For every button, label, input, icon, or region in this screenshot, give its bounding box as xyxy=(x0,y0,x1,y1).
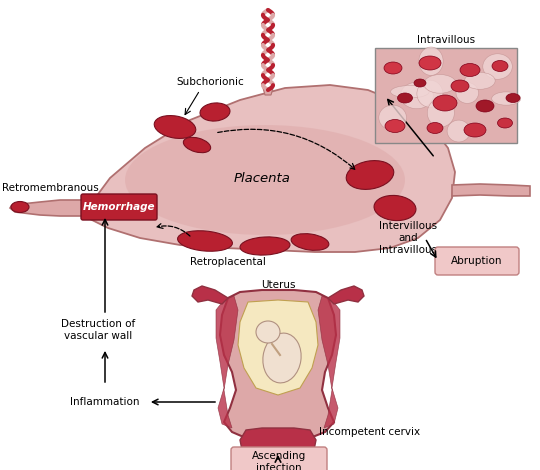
Text: Retromembranous: Retromembranous xyxy=(2,183,98,193)
Ellipse shape xyxy=(427,99,454,127)
Ellipse shape xyxy=(200,103,230,121)
Ellipse shape xyxy=(427,123,443,133)
Ellipse shape xyxy=(291,234,329,251)
Text: Abruption: Abruption xyxy=(451,256,503,266)
Ellipse shape xyxy=(506,94,520,102)
Polygon shape xyxy=(452,184,530,196)
Ellipse shape xyxy=(397,93,413,103)
Text: Subchorionic: Subchorionic xyxy=(176,77,244,87)
Ellipse shape xyxy=(417,80,443,107)
Ellipse shape xyxy=(447,120,470,142)
Ellipse shape xyxy=(414,79,426,87)
Ellipse shape xyxy=(178,231,232,251)
Ellipse shape xyxy=(483,54,512,79)
FancyBboxPatch shape xyxy=(375,48,517,143)
Polygon shape xyxy=(318,296,340,428)
Ellipse shape xyxy=(346,161,394,189)
Ellipse shape xyxy=(11,202,29,212)
Text: Incompetent cervix: Incompetent cervix xyxy=(320,427,421,437)
Ellipse shape xyxy=(390,86,429,98)
Text: Placenta: Placenta xyxy=(234,172,291,185)
Ellipse shape xyxy=(263,333,301,383)
Ellipse shape xyxy=(374,196,416,220)
Polygon shape xyxy=(216,296,238,428)
Polygon shape xyxy=(192,286,228,304)
Ellipse shape xyxy=(456,83,478,103)
Ellipse shape xyxy=(460,63,480,77)
Ellipse shape xyxy=(256,321,280,343)
Ellipse shape xyxy=(400,82,433,109)
Text: Intravillous: Intravillous xyxy=(417,35,475,45)
Ellipse shape xyxy=(424,75,456,93)
Text: Ascending
infection: Ascending infection xyxy=(252,451,306,470)
Polygon shape xyxy=(240,428,316,463)
Ellipse shape xyxy=(476,100,494,112)
Ellipse shape xyxy=(492,61,508,71)
Ellipse shape xyxy=(379,105,407,130)
FancyBboxPatch shape xyxy=(81,194,157,220)
FancyBboxPatch shape xyxy=(435,247,519,275)
Polygon shape xyxy=(10,200,88,216)
Ellipse shape xyxy=(154,116,196,139)
Text: Retroplacental: Retroplacental xyxy=(190,257,266,267)
Text: Uterus: Uterus xyxy=(261,280,295,290)
Ellipse shape xyxy=(384,62,402,74)
Ellipse shape xyxy=(451,80,469,92)
Polygon shape xyxy=(238,300,318,395)
Ellipse shape xyxy=(385,119,405,133)
Ellipse shape xyxy=(240,237,290,255)
Polygon shape xyxy=(220,290,336,440)
Ellipse shape xyxy=(125,125,405,235)
Polygon shape xyxy=(263,88,273,95)
Ellipse shape xyxy=(497,118,512,128)
Polygon shape xyxy=(82,85,455,252)
Text: Intervillous
and
Intravillous: Intervillous and Intravillous xyxy=(379,220,437,255)
Polygon shape xyxy=(328,286,364,304)
Ellipse shape xyxy=(419,47,443,75)
Ellipse shape xyxy=(184,137,211,153)
Text: Hemorrhage: Hemorrhage xyxy=(83,202,156,212)
Text: Inflammation: Inflammation xyxy=(70,397,140,407)
Ellipse shape xyxy=(433,95,457,111)
Ellipse shape xyxy=(464,123,486,137)
Ellipse shape xyxy=(419,56,441,70)
Ellipse shape xyxy=(464,72,495,89)
FancyBboxPatch shape xyxy=(231,447,327,470)
Ellipse shape xyxy=(492,92,521,105)
Text: Destruction of
vascular wall: Destruction of vascular wall xyxy=(61,319,135,341)
